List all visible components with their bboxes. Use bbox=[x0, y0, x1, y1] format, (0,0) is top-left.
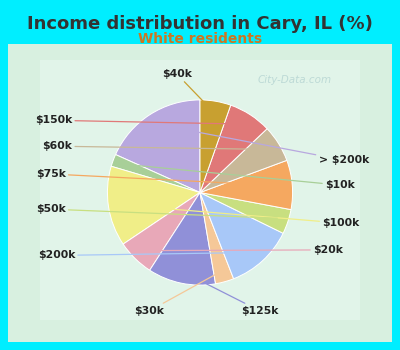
Text: Income distribution in Cary, IL (%): Income distribution in Cary, IL (%) bbox=[27, 15, 373, 33]
Wedge shape bbox=[150, 193, 216, 285]
Text: $50k: $50k bbox=[36, 204, 277, 218]
Wedge shape bbox=[200, 193, 234, 284]
Text: $20k: $20k bbox=[143, 245, 343, 255]
Wedge shape bbox=[200, 129, 287, 193]
Text: White residents: White residents bbox=[138, 32, 262, 46]
Text: $75k: $75k bbox=[36, 169, 281, 186]
Text: City-Data.com: City-Data.com bbox=[258, 75, 332, 85]
Wedge shape bbox=[200, 100, 231, 192]
Text: $60k: $60k bbox=[42, 141, 269, 151]
Wedge shape bbox=[200, 193, 283, 279]
Text: > $200k: > $200k bbox=[156, 124, 369, 165]
Text: $100k: $100k bbox=[120, 205, 360, 228]
Wedge shape bbox=[123, 193, 200, 270]
Text: $150k: $150k bbox=[35, 115, 244, 125]
Wedge shape bbox=[108, 166, 200, 244]
Text: $40k: $40k bbox=[162, 69, 214, 112]
Wedge shape bbox=[200, 105, 267, 192]
Wedge shape bbox=[200, 160, 292, 210]
Wedge shape bbox=[116, 100, 200, 192]
Text: $10k: $10k bbox=[124, 164, 355, 190]
Text: $30k: $30k bbox=[134, 271, 222, 316]
Wedge shape bbox=[111, 155, 200, 192]
FancyBboxPatch shape bbox=[8, 44, 392, 342]
Text: $125k: $125k bbox=[184, 272, 279, 316]
FancyBboxPatch shape bbox=[40, 60, 360, 320]
Text: $200k: $200k bbox=[38, 251, 255, 260]
Wedge shape bbox=[200, 193, 291, 233]
